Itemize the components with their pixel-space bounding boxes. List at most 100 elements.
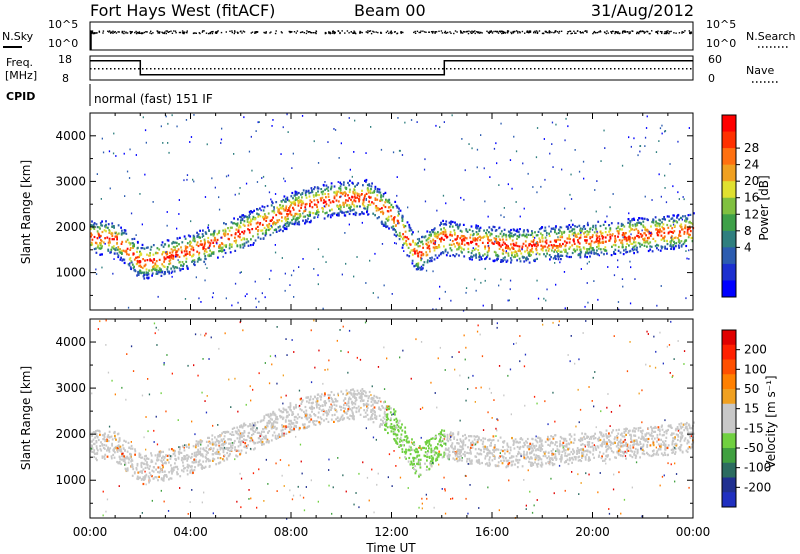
power-point <box>673 230 676 233</box>
velocity-point <box>243 438 245 441</box>
power-point <box>457 226 460 229</box>
power-point <box>372 212 375 215</box>
noise-point <box>138 31 141 33</box>
power-point <box>524 250 526 253</box>
power-point <box>103 229 106 232</box>
power-noise-point <box>381 243 384 245</box>
power-noise-point <box>603 129 605 132</box>
power-noise-point <box>500 122 502 125</box>
power-point <box>643 237 646 240</box>
power-point <box>420 254 423 257</box>
power-noise-point <box>101 266 103 269</box>
velocity-point <box>430 451 433 454</box>
power-point <box>322 190 325 193</box>
power-point <box>690 222 693 225</box>
power-point <box>684 239 687 242</box>
velocity-point <box>308 416 311 419</box>
power-point <box>367 213 369 216</box>
velocity-point <box>291 413 293 416</box>
power-noise-point <box>661 132 663 135</box>
power-noise-point <box>171 114 173 117</box>
noise-point <box>391 32 393 34</box>
noise-point <box>479 32 481 34</box>
power-point <box>125 249 128 252</box>
power-noise-point <box>612 193 614 195</box>
velocity-point <box>109 447 112 450</box>
power-point <box>132 245 134 248</box>
velocity-point <box>642 450 645 453</box>
noise-point <box>477 32 479 34</box>
power-point <box>304 209 307 212</box>
velocity-point <box>680 427 683 430</box>
velocity-point <box>396 437 399 440</box>
velocity-point <box>158 466 161 469</box>
power-point <box>374 185 377 188</box>
power-point <box>260 229 262 232</box>
power-point <box>589 236 592 239</box>
power-point <box>336 213 338 217</box>
power-point <box>438 244 440 247</box>
power-point <box>561 236 564 239</box>
power-point <box>459 229 462 232</box>
power-point <box>141 271 144 274</box>
power-point <box>443 245 445 248</box>
power-point <box>235 239 238 242</box>
velocity-point <box>282 416 285 419</box>
power-point <box>467 247 470 250</box>
noise-point <box>551 31 553 34</box>
power-point <box>632 224 634 227</box>
power-point <box>602 235 605 238</box>
power-scatter <box>90 113 695 312</box>
power-point <box>417 252 420 255</box>
velocity-point <box>657 428 660 431</box>
power-noise-point <box>262 175 265 178</box>
velocity-point <box>639 456 641 459</box>
velocity-point <box>375 395 378 398</box>
power-point <box>192 234 195 237</box>
power-noise-point <box>225 175 228 178</box>
power-point <box>139 250 141 253</box>
power-point <box>298 199 301 202</box>
power-point <box>95 223 98 226</box>
power-point <box>386 210 389 213</box>
noise-point <box>390 32 392 35</box>
power-point <box>339 191 341 194</box>
velocity-point <box>578 450 581 453</box>
power-point <box>522 256 525 259</box>
velocity-point <box>632 444 634 447</box>
velocity-point <box>687 441 690 444</box>
power-point <box>404 230 407 233</box>
velocity-point <box>576 447 579 450</box>
velocity-point <box>625 457 627 460</box>
velocity-point <box>297 413 299 416</box>
power-noise-point <box>257 208 259 211</box>
power-point <box>623 234 626 237</box>
velocity-point <box>230 449 233 452</box>
power-point <box>420 251 423 254</box>
velocity-point <box>245 438 248 442</box>
power-noise-point <box>186 174 189 176</box>
power-point <box>305 190 308 193</box>
power-point <box>509 232 512 235</box>
power-point <box>353 189 356 192</box>
power-point <box>414 252 416 255</box>
velocity-point <box>362 390 365 393</box>
power-point <box>276 219 279 222</box>
power-point <box>382 211 385 214</box>
velocity-point <box>371 409 374 412</box>
power-colorbar-cell <box>722 148 736 166</box>
noise-point <box>112 32 114 34</box>
power-point <box>649 234 652 237</box>
power-point <box>258 223 261 226</box>
power-noise-point <box>212 292 214 294</box>
power-point <box>473 254 475 257</box>
velocity-point <box>168 454 171 457</box>
power-point <box>276 220 279 224</box>
power-noise-point <box>128 177 131 179</box>
noise-point <box>519 32 521 34</box>
power-point <box>143 277 146 280</box>
power-point <box>646 245 648 248</box>
power-point <box>295 212 298 215</box>
power-point <box>131 263 134 266</box>
velocity-point <box>390 407 392 410</box>
